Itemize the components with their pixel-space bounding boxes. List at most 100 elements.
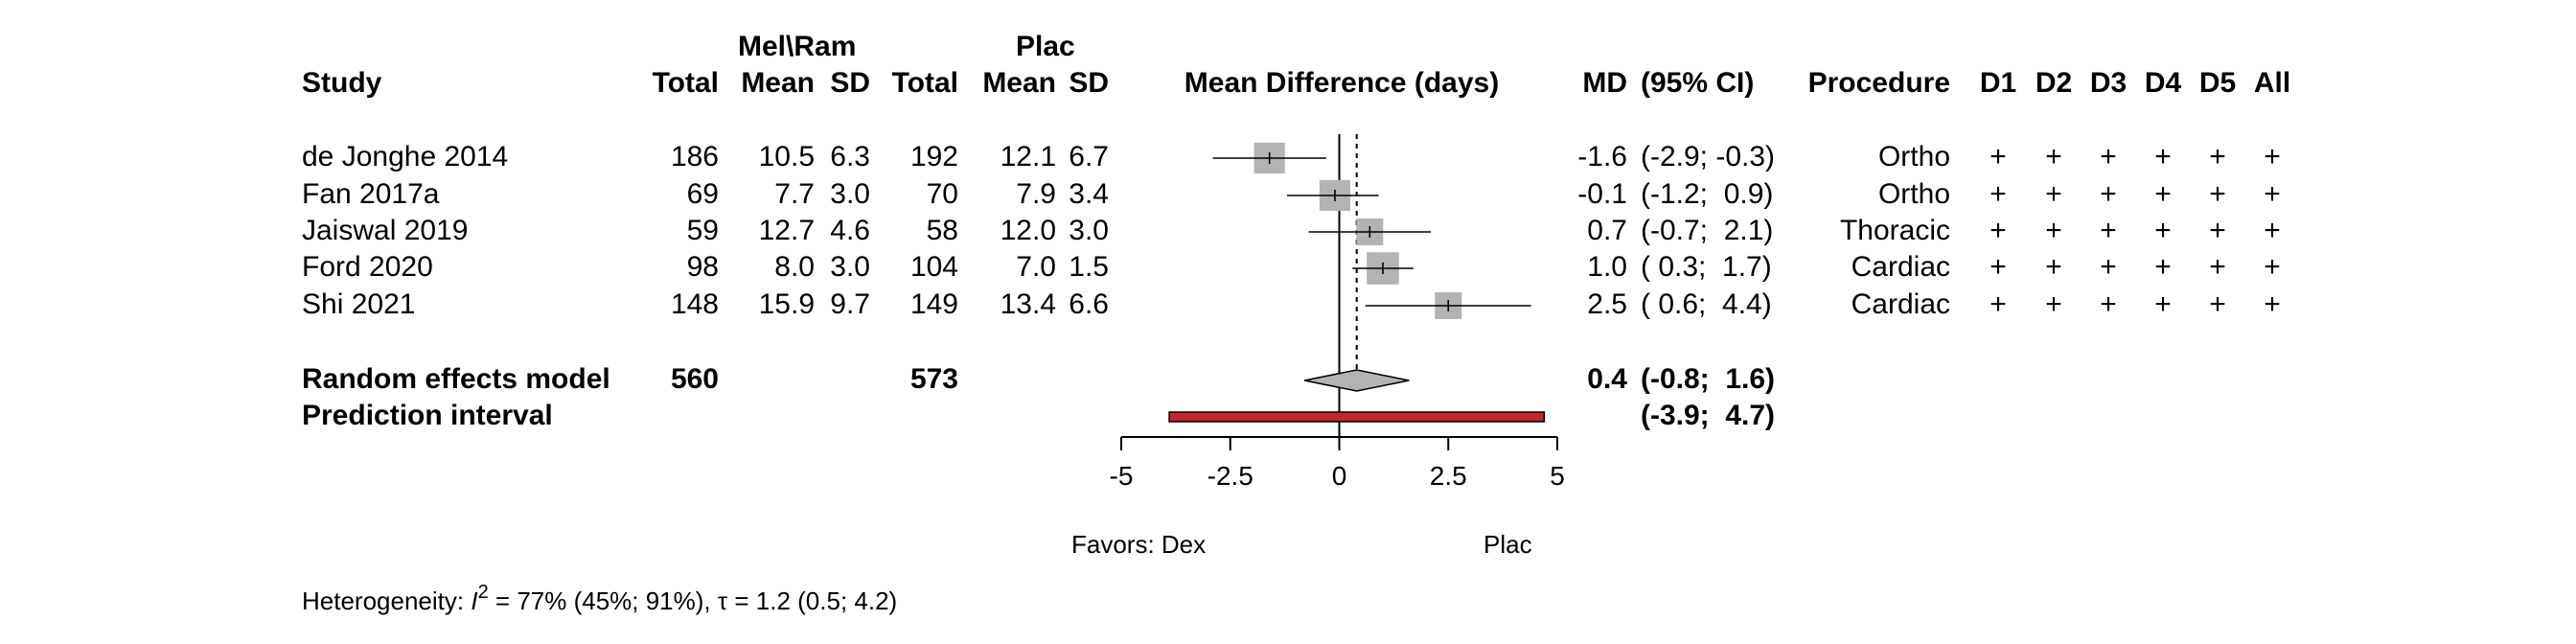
- x-axis-tick-label: -2.5: [1208, 461, 1254, 491]
- rob-d4-cell: +: [2154, 251, 2172, 283]
- plot-title: Mean Difference (days): [1184, 67, 1500, 99]
- ci-cell: (-1.2; 0.9): [1641, 178, 1774, 210]
- ci-cell: (-2.9; -0.3): [1641, 141, 1776, 172]
- sd1-cell: 4.6: [830, 215, 870, 246]
- favors-right-label: Plac: [1484, 530, 1532, 559]
- procedure-cell: Cardiac: [1851, 251, 1950, 283]
- pooled-diamond: [1303, 369, 1410, 392]
- total1-cell: 186: [670, 141, 719, 172]
- rob-d3-header: D3: [2089, 67, 2128, 99]
- total2-cell: 192: [909, 141, 958, 172]
- heterogeneity-text: Heterogeneity: I2 = 77% (45%; 91%), τ = …: [302, 582, 898, 617]
- ci-cell: (-0.7; 2.1): [1641, 215, 1774, 246]
- rob-d2-cell: +: [2045, 178, 2062, 210]
- mean1-cell: 8.0: [774, 251, 815, 283]
- i2-symbol: I: [471, 586, 478, 615]
- total1-cell: 69: [686, 178, 719, 210]
- total2-cell: 149: [909, 288, 958, 320]
- procedure-cell: Ortho: [1877, 178, 1950, 210]
- pooled-ci: (-0.8; 1.6): [1641, 363, 1776, 395]
- rob-all-cell: +: [2264, 251, 2281, 283]
- rob-d2-cell: +: [2045, 288, 2062, 320]
- ci-cell: ( 0.6; 4.4): [1641, 288, 1772, 320]
- total1-cell: 148: [670, 288, 719, 320]
- rob-all-cell: +: [2264, 178, 2281, 210]
- procedure-cell: Thoracic: [1839, 215, 1950, 246]
- total2-cell: 58: [926, 215, 958, 246]
- heterogeneity-prefix: Heterogeneity:: [302, 586, 472, 615]
- mean1-header: Mean: [741, 67, 815, 99]
- pooled-md: 0.4: [1587, 363, 1627, 395]
- x-axis-tick-label: -5: [1110, 461, 1134, 491]
- group2-header: Plac: [1016, 31, 1075, 62]
- rob-all-cell: +: [2264, 215, 2281, 246]
- ci-header: (95% CI): [1641, 67, 1755, 99]
- mean2-cell: 12.0: [1000, 215, 1056, 246]
- sd1-header: SD: [830, 67, 870, 99]
- mean2-cell: 7.0: [1016, 251, 1056, 283]
- study-name: Fan 2017a: [302, 178, 440, 210]
- rob-d2-cell: +: [2045, 215, 2062, 246]
- i2-superscript: 2: [477, 582, 489, 604]
- total2-cell: 104: [909, 251, 958, 283]
- procedure-cell: Cardiac: [1851, 288, 1950, 320]
- prediction-label: Prediction interval: [302, 400, 553, 431]
- rob-d4-cell: +: [2154, 178, 2172, 210]
- x-axis-tick-label: 0: [1332, 461, 1347, 491]
- sd1-cell: 3.0: [830, 251, 870, 283]
- mean2-header: Mean: [982, 67, 1056, 99]
- rob-d4-cell: +: [2154, 141, 2172, 172]
- rob-d1-cell: +: [1990, 141, 2007, 172]
- rob-d5-cell: +: [2209, 141, 2226, 172]
- rob-d3-cell: +: [2100, 178, 2117, 210]
- mean1-cell: 7.7: [774, 178, 815, 210]
- total1-header: Total: [652, 67, 719, 99]
- pooled-total1: 560: [670, 363, 719, 395]
- sd2-header: SD: [1069, 67, 1109, 99]
- rob-d3-cell: +: [2100, 141, 2117, 172]
- mean2-cell: 13.4: [1000, 288, 1056, 320]
- rob-all-cell: +: [2264, 141, 2281, 172]
- rob-d1-cell: +: [1990, 178, 2007, 210]
- pooled-total2: 573: [909, 363, 958, 395]
- md-cell: 0.7: [1587, 215, 1627, 246]
- mean2-cell: 7.9: [1016, 178, 1056, 210]
- prediction-ci: (-3.9; 4.7): [1641, 400, 1776, 431]
- rob-d5-header: D5: [2198, 67, 2237, 99]
- rob-d1-cell: +: [1990, 288, 2007, 320]
- study-name: Jaiswal 2019: [302, 215, 469, 246]
- rob-d5-cell: +: [2209, 178, 2226, 210]
- md-cell: 2.5: [1587, 288, 1627, 320]
- mean2-cell: 12.1: [1000, 141, 1056, 172]
- sd2-cell: 3.4: [1069, 178, 1109, 210]
- rob-d4-cell: +: [2154, 215, 2172, 246]
- rob-d3-cell: +: [2100, 288, 2117, 320]
- mean1-cell: 10.5: [758, 141, 815, 172]
- tau-value: τ = 1.2 (0.5; 4.2): [717, 586, 898, 615]
- mean1-cell: 12.7: [758, 215, 815, 246]
- rob-d1-cell: +: [1990, 215, 2007, 246]
- procedure-header: Procedure: [1807, 67, 1950, 99]
- x-axis-tick-label: 5: [1550, 461, 1565, 491]
- sd2-cell: 6.6: [1069, 288, 1109, 320]
- sd1-cell: 9.7: [830, 288, 870, 320]
- prediction-interval-bar: [1168, 411, 1546, 423]
- x-axis-tick-label: 2.5: [1430, 461, 1467, 491]
- total2-cell: 70: [926, 178, 958, 210]
- rob-d5-cell: +: [2209, 251, 2226, 283]
- md-cell: -0.1: [1577, 178, 1627, 210]
- total1-cell: 59: [686, 215, 719, 246]
- rob-d1-cell: +: [1990, 251, 2007, 283]
- sd2-cell: 3.0: [1069, 215, 1109, 246]
- sd2-cell: 1.5: [1069, 251, 1109, 283]
- total1-cell: 98: [686, 251, 719, 283]
- group1-header: Mel\Ram: [738, 31, 857, 62]
- rob-d2-cell: +: [2045, 141, 2062, 172]
- md-cell: 1.0: [1587, 251, 1627, 283]
- study-name: Shi 2021: [302, 288, 416, 320]
- rob-d4-cell: +: [2154, 288, 2172, 320]
- sd2-cell: 6.7: [1069, 141, 1109, 172]
- favors-left-label: Favors: Dex: [1071, 530, 1207, 559]
- sd1-cell: 3.0: [830, 178, 870, 210]
